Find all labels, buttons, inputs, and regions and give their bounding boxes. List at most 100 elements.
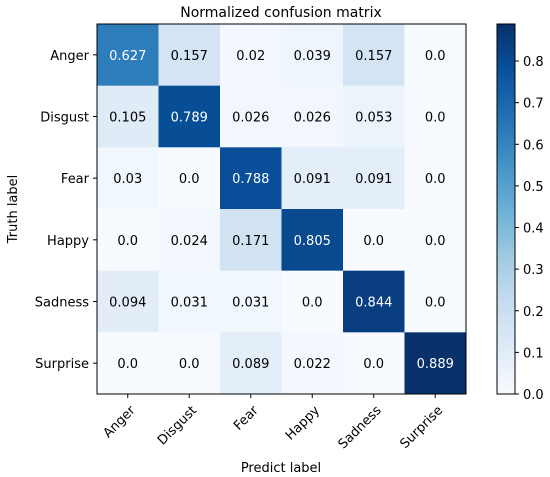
matrix-cell [343,270,405,333]
y-tick-label: Happy [47,234,89,249]
x-tick-label: Anger [101,403,139,441]
colorbar-tick-label: 0.2 [523,305,544,320]
x-tick-label: Fear [231,403,262,434]
x-tick-label: Disgust [155,403,200,448]
cell-value-label: 0.105 [109,111,146,126]
cell-value-label: 0.031 [171,296,208,311]
y-tick-label: Surprise [35,357,89,372]
matrix-cell [281,270,344,333]
x-axis-label: Predict label [241,461,321,476]
cell-value-label: 0.0 [179,172,200,187]
cell-value-label: 0.026 [294,111,331,126]
cell-value-label: 0.039 [294,49,331,64]
matrix-cell [404,270,467,333]
colorbar [496,23,516,395]
colorbar-tick-label: 0.3 [523,263,544,278]
cell-value-label: 0.157 [171,49,208,64]
matrix-cell [343,332,405,395]
matrix-cell [158,270,221,333]
colorbar-tick-label: 0.6 [523,138,544,153]
cell-value-label: 0.627 [109,49,146,64]
x-tick-label: Sadness [336,403,385,452]
cell-value-label: 0.0 [117,234,138,249]
matrix-cell-labels: 0.627 0.157 0.02 0.039 0.157 0.0 0.105 0.789 0.0… [109,49,454,372]
matrix-cell [158,85,221,148]
matrix-cell [220,332,282,395]
cell-value-label: 0.788 [232,172,269,187]
matrix-cell [158,332,221,395]
cell-value-label: 0.789 [171,111,208,126]
cell-value-label: 0.0 [425,234,446,249]
matrix-cell [220,270,282,333]
matrix-cell [97,332,159,395]
matrix-cell [281,332,344,395]
colorbar-tick-label: 0.5 [523,180,544,195]
matrix-cell [281,209,344,272]
matrix-cell [404,147,467,210]
matrix-cell [158,147,221,210]
cell-value-label: 0.03 [113,172,142,187]
cell-value-label: 0.031 [232,296,269,311]
colorbar-tick-label: 0.0 [523,388,544,403]
y-axis-ticks: Anger Disgust Fear Happy Sadness Surprise [35,49,97,372]
colorbar-tick-label: 0.7 [523,97,544,112]
cell-value-label: 0.024 [171,234,208,249]
matrix-cell [158,24,221,87]
matrix-cell [158,209,221,272]
cell-value-label: 0.091 [355,172,392,187]
matrix-cell [281,24,344,87]
cell-value-label: 0.0 [302,296,323,311]
cell-value-label: 0.0 [363,357,384,372]
cell-value-label: 0.0 [363,234,384,249]
cell-value-label: 0.091 [294,172,331,187]
cell-value-label: 0.844 [355,296,392,311]
cell-value-label: 0.02 [236,49,265,64]
cell-value-label: 0.053 [355,111,392,126]
colorbar-tick-label: 0.4 [523,222,544,237]
y-tick-label: Anger [50,49,89,64]
matrix-cell [97,147,159,210]
cell-value-label: 0.0 [425,172,446,187]
matrix-cell [220,24,282,87]
matrix-cell [220,147,282,210]
cell-value-label: 0.805 [294,234,331,249]
matrix-cell [404,24,467,87]
cell-value-label: 0.0 [425,111,446,126]
matrix-frame [96,23,467,395]
cell-value-label: 0.022 [294,357,331,372]
x-axis-ticks: Anger Disgust Fear Happy Sadness Surprise [101,394,446,452]
colorbar-tick-label: 0.8 [523,55,544,70]
matrix-cell [404,85,467,148]
matrix-cell [404,209,467,272]
y-tick-label: Sadness [35,296,89,311]
matrix-cell [97,270,159,333]
cell-value-label: 0.094 [109,296,146,311]
matrix-cells [97,24,467,395]
cell-value-label: 0.0 [179,357,200,372]
matrix-cell [404,332,467,395]
cell-value-label: 0.0 [425,296,446,311]
cell-value-label: 0.0 [117,357,138,372]
cell-value-label: 0.026 [232,111,269,126]
cell-value-label: 0.157 [355,49,392,64]
matrix-cell [343,85,405,148]
cell-value-label: 0.889 [417,357,454,372]
matrix-cell [343,24,405,87]
y-tick-label: Fear [61,172,90,187]
matrix-cell [343,209,405,272]
colorbar-tick-label: 0.1 [523,346,544,361]
matrix-cell [220,209,282,272]
matrix-cell [281,147,344,210]
chart-title: Normalized confusion matrix [180,5,382,21]
matrix-cell [220,85,282,148]
y-axis-label: Truth label [6,175,21,245]
cell-value-label: 0.171 [232,234,269,249]
matrix-cell [343,147,405,210]
x-tick-label: Surprise [397,403,446,452]
matrix-cell [97,209,159,272]
cell-value-label: 0.0 [425,49,446,64]
x-tick-label: Happy [283,403,323,443]
matrix-cell [97,85,159,148]
cell-value-label: 0.089 [232,357,269,372]
